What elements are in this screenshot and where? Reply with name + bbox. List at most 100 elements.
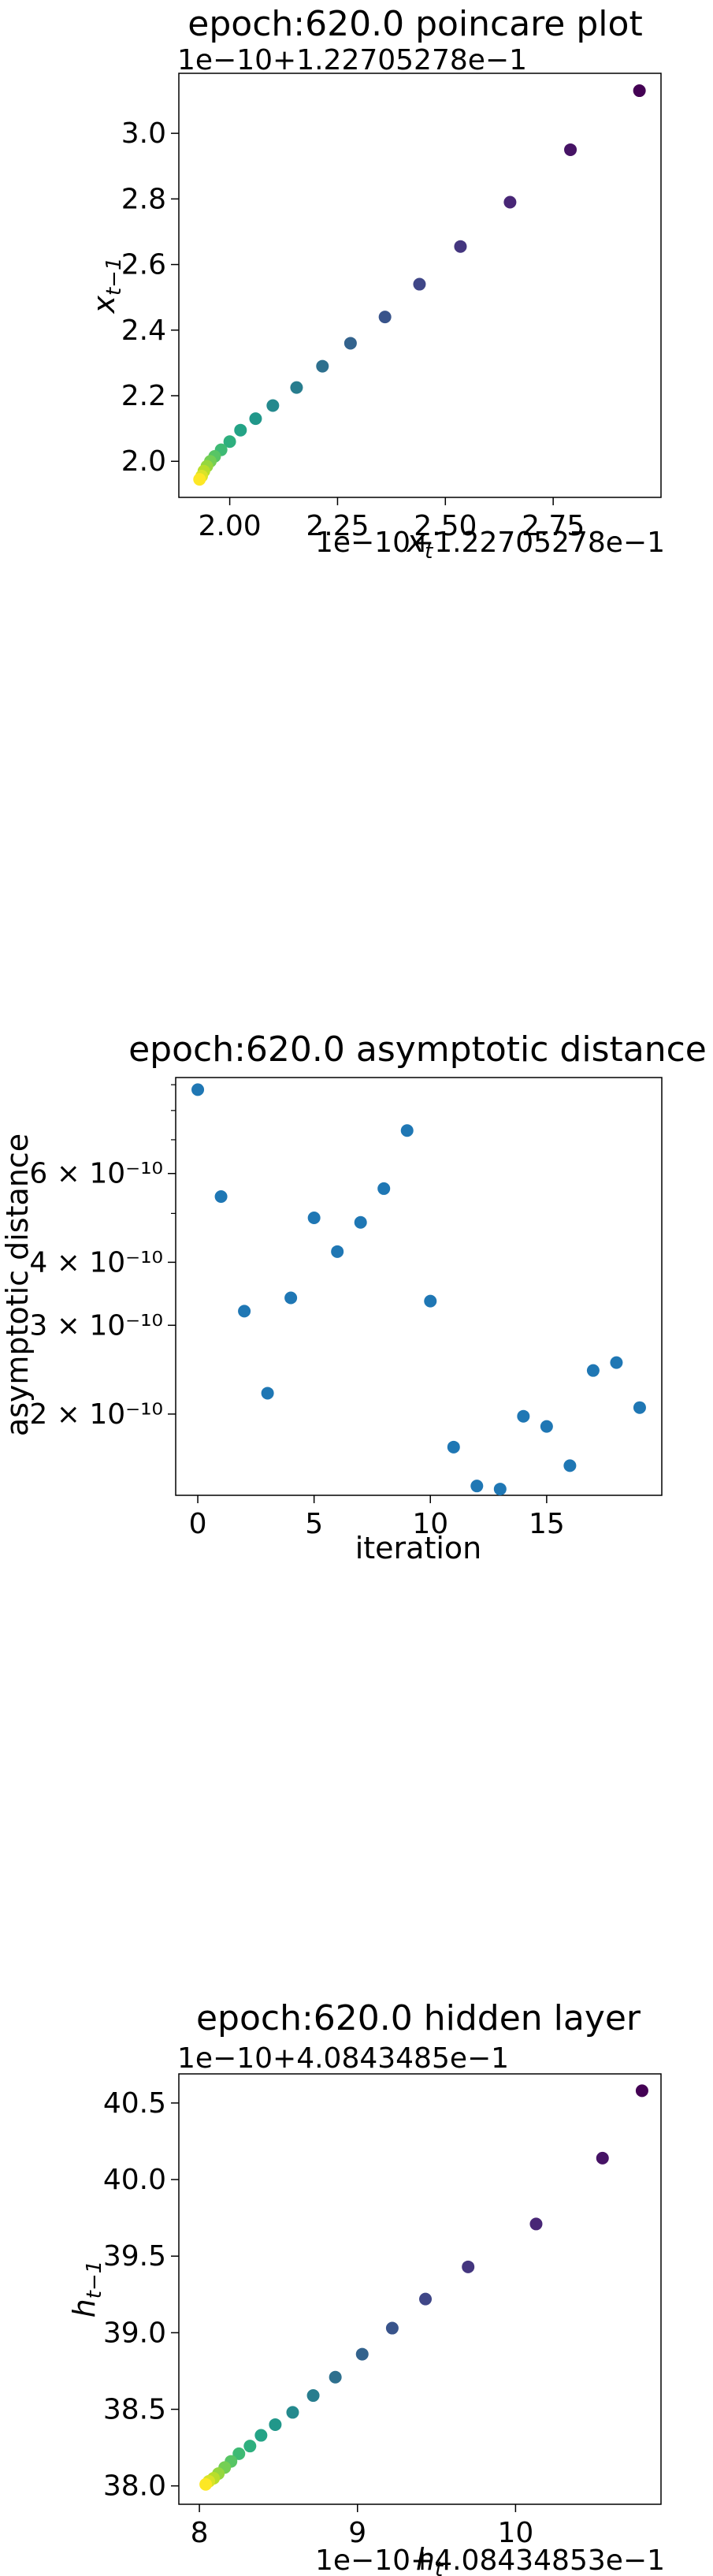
data-point — [254, 2429, 268, 2442]
data-point — [329, 2370, 342, 2384]
y-tick-label: 2.2 — [121, 380, 166, 412]
data-point — [354, 1215, 367, 1229]
data-point — [447, 1440, 460, 1454]
data-point — [269, 2418, 282, 2431]
data-point — [214, 1190, 228, 1204]
x-axis-label: ht — [416, 2542, 444, 2576]
y-tick-label: 3 × 10⁻¹⁰ — [29, 1309, 163, 1342]
data-point — [355, 2347, 369, 2361]
data-point — [385, 2321, 399, 2335]
data-point — [377, 1182, 391, 1195]
data-point — [232, 2447, 246, 2460]
hidden-layer-chart: epoch:620.0 hidden layer 1e−10+4.0843485… — [67, 1998, 665, 2576]
data-point — [563, 1459, 577, 1472]
x-tick-label: 2.75 — [522, 510, 585, 542]
data-point — [331, 1245, 344, 1258]
x-tick-label: 9 — [348, 2517, 366, 2549]
y-offset-label: 1e−10+4.0843485e−1 — [177, 2042, 509, 2075]
x-tick-label: 10 — [412, 1508, 448, 1540]
data-point — [249, 412, 262, 426]
data-point — [633, 84, 646, 98]
y-axis-label: ht−1 — [67, 2261, 106, 2318]
asymptotic-distance-chart: epoch:620.0 asymptotic distance 0 5 10 15 2… — [0, 1029, 707, 1565]
x-tick-label: 5 — [305, 1508, 323, 1540]
data-point — [517, 1409, 530, 1423]
plot-area — [175, 1077, 663, 1496]
y-offset-label: 1e−10+1.22705278e−1 — [177, 44, 527, 76]
y-tick-label: 39.0 — [103, 2317, 166, 2349]
data-point — [284, 1291, 298, 1305]
data-point — [413, 277, 426, 291]
y-axis-label: asymptotic distance — [0, 1134, 35, 1436]
data-point — [306, 2389, 320, 2403]
scatter-points — [199, 2084, 648, 2491]
y-axis-ticks: 38.0 38.5 39.0 39.5 40.0 40.5 — [103, 2087, 179, 2503]
data-point — [470, 1480, 484, 1493]
x-tick-label: 2.00 — [199, 510, 262, 542]
data-point — [529, 2217, 543, 2231]
y-tick-label: 40.5 — [103, 2087, 166, 2120]
y-tick-label: 2.4 — [121, 315, 166, 347]
data-point — [261, 1387, 274, 1400]
data-point — [290, 381, 303, 394]
data-point — [540, 1420, 553, 1433]
chart-title: epoch:620.0 asymptotic distance — [128, 1029, 707, 1070]
x-offset-label: 1e−10+4.08434853e−1 — [315, 2544, 665, 2576]
x-tick-label: 0 — [189, 1508, 207, 1540]
chart-title: epoch:620.0 hidden layer — [196, 1998, 641, 2038]
y-tick-label: 6 × 10⁻¹⁰ — [29, 1158, 163, 1190]
data-point — [378, 311, 392, 324]
data-point — [316, 359, 329, 373]
y-axis-label: xt−1 — [87, 257, 126, 314]
y-tick-label: 3.0 — [121, 117, 166, 150]
scatter-points — [191, 1083, 646, 1496]
x-tick-label: 2.50 — [414, 510, 477, 542]
data-point — [586, 1364, 600, 1377]
y-tick-label: 38.0 — [103, 2470, 166, 2503]
x-axis-ticks: 2.00 2.25 2.50 2.75 — [199, 497, 585, 542]
x-tick-label: 2.25 — [306, 510, 369, 542]
data-point — [243, 2440, 257, 2453]
x-tick-label: 8 — [191, 2517, 209, 2549]
chart-title: epoch:620.0 poincare plot — [188, 4, 642, 44]
y-tick-label: 2.0 — [121, 445, 166, 478]
data-point — [454, 240, 467, 253]
x-offset-label: 1e−10+1.22705278e−1 — [315, 527, 665, 559]
data-point — [344, 337, 357, 350]
data-point — [234, 423, 247, 437]
data-point — [286, 2406, 299, 2419]
data-point — [199, 2477, 213, 2491]
data-point — [462, 2260, 475, 2273]
data-point — [635, 2084, 648, 2098]
plot-area — [178, 73, 662, 498]
x-axis-ticks: 0 5 10 15 — [189, 1495, 565, 1540]
data-point — [633, 1401, 646, 1414]
data-point — [610, 1356, 623, 1369]
data-point — [266, 399, 280, 412]
plot-area — [178, 2073, 662, 2505]
data-point — [596, 2151, 609, 2165]
y-tick-label: 38.5 — [103, 2394, 166, 2426]
y-tick-label: 2.6 — [121, 249, 166, 281]
y-tick-label: 39.5 — [103, 2240, 166, 2273]
y-tick-label: 2.8 — [121, 183, 166, 215]
y-tick-label: 2 × 10⁻¹⁰ — [29, 1398, 163, 1431]
data-point — [424, 1294, 437, 1308]
x-tick-label: 10 — [497, 2517, 533, 2549]
data-point — [223, 435, 236, 449]
data-point — [400, 1124, 414, 1137]
data-point — [419, 2292, 433, 2306]
data-point — [307, 1212, 321, 1225]
data-point — [191, 1083, 205, 1096]
poincare-plot-chart: epoch:620.0 poincare plot 1e−10+1.227052… — [87, 4, 665, 564]
data-point — [493, 1483, 507, 1496]
y-tick-label: 4 × 10⁻¹⁰ — [29, 1246, 163, 1279]
x-tick-label: 15 — [529, 1508, 565, 1540]
data-point — [564, 143, 577, 156]
x-axis-label: iteration — [355, 1531, 482, 1565]
scatter-points — [193, 84, 646, 486]
data-point — [503, 195, 517, 209]
y-tick-label: 40.0 — [103, 2164, 166, 2196]
data-point — [193, 473, 206, 486]
y-axis-ticks: 2 × 10⁻¹⁰ 3 × 10⁻¹⁰ 4 × 10⁻¹⁰ 6 × 10⁻¹⁰ — [29, 1084, 176, 1431]
